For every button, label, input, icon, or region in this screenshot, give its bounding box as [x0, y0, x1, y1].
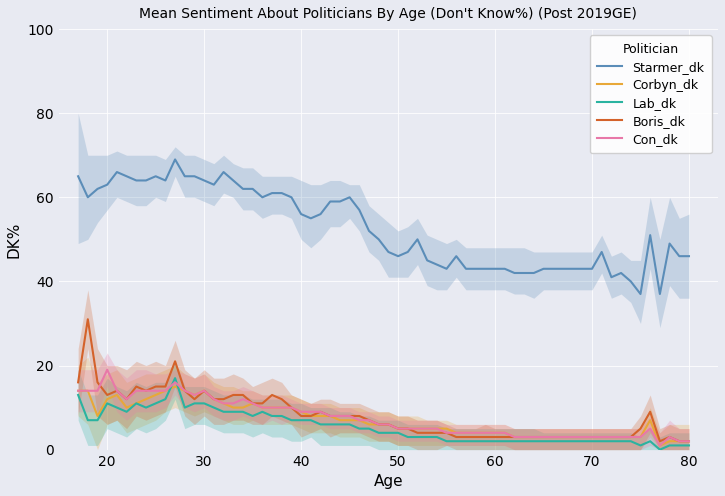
- Lab_dk: [170, 375, 179, 381]
- Corbyn_dk: [471, 430, 480, 436]
- Line: Starmer_dk: Starmer_dk: [78, 159, 689, 294]
- Boris_dk: [423, 430, 431, 436]
- Corbyn_dk: [684, 438, 693, 444]
- Boris_dk: [336, 413, 344, 419]
- Corbyn_dk: [655, 442, 664, 448]
- Con_dk: [384, 422, 393, 428]
- Boris_dk: [655, 438, 664, 444]
- Con_dk: [471, 430, 480, 436]
- Corbyn_dk: [423, 426, 431, 432]
- Lab_dk: [384, 430, 393, 436]
- Con_dk: [103, 367, 112, 372]
- Starmer_dk: [336, 198, 344, 204]
- Lab_dk: [471, 438, 480, 444]
- Lab_dk: [684, 442, 693, 448]
- Lab_dk: [423, 434, 431, 440]
- Lab_dk: [481, 438, 489, 444]
- Con_dk: [684, 438, 693, 444]
- Corbyn_dk: [336, 417, 344, 423]
- Con_dk: [423, 426, 431, 432]
- Boris_dk: [481, 434, 489, 440]
- Con_dk: [74, 388, 83, 394]
- Con_dk: [161, 388, 170, 394]
- Starmer_dk: [481, 266, 489, 272]
- Lab_dk: [74, 392, 83, 398]
- Starmer_dk: [152, 173, 160, 179]
- Boris_dk: [161, 383, 170, 389]
- Con_dk: [655, 442, 664, 448]
- Corbyn_dk: [384, 422, 393, 428]
- Boris_dk: [74, 379, 83, 385]
- Boris_dk: [684, 438, 693, 444]
- Starmer_dk: [471, 266, 480, 272]
- Boris_dk: [83, 316, 92, 322]
- Starmer_dk: [684, 253, 693, 259]
- Con_dk: [336, 413, 344, 419]
- Starmer_dk: [384, 249, 393, 255]
- Lab_dk: [655, 447, 664, 453]
- Boris_dk: [471, 434, 480, 440]
- Starmer_dk: [74, 173, 83, 179]
- Title: Mean Sentiment About Politicians By Age (Don't Know%) (Post 2019GE): Mean Sentiment About Politicians By Age …: [139, 7, 637, 21]
- Line: Corbyn_dk: Corbyn_dk: [78, 386, 689, 445]
- Starmer_dk: [423, 257, 431, 263]
- Y-axis label: DK%: DK%: [7, 221, 22, 257]
- Line: Boris_dk: Boris_dk: [78, 319, 689, 441]
- Corbyn_dk: [170, 383, 179, 389]
- Starmer_dk: [636, 291, 645, 297]
- Lab_dk: [152, 400, 160, 406]
- X-axis label: Age: Age: [373, 474, 403, 489]
- Line: Lab_dk: Lab_dk: [78, 378, 689, 450]
- Corbyn_dk: [74, 388, 83, 394]
- Con_dk: [481, 430, 489, 436]
- Corbyn_dk: [481, 430, 489, 436]
- Line: Con_dk: Con_dk: [78, 370, 689, 445]
- Boris_dk: [384, 422, 393, 428]
- Legend: Starmer_dk, Corbyn_dk, Lab_dk, Boris_dk, Con_dk: Starmer_dk, Corbyn_dk, Lab_dk, Boris_dk,…: [590, 35, 712, 153]
- Lab_dk: [336, 422, 344, 428]
- Starmer_dk: [170, 156, 179, 162]
- Corbyn_dk: [152, 392, 160, 398]
